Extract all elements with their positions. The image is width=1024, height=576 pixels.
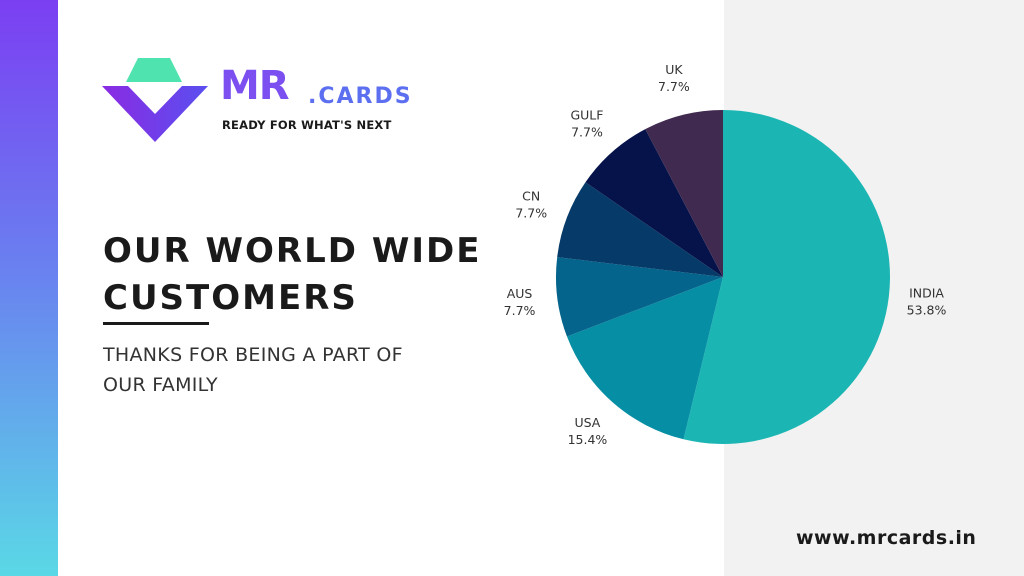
- subtitle: THANKS FOR BEING A PART OF OUR FAMILY: [103, 340, 483, 400]
- pie-label-india: INDIA 53.8%: [907, 285, 947, 317]
- pie-label-name-cn: CN: [522, 189, 540, 204]
- pie-slice-cn: [557, 182, 723, 277]
- pie-label-cn: CN 7.7%: [515, 189, 547, 221]
- pie-label-name-uk: UK: [665, 62, 683, 77]
- pie-label-aus: AUS 7.7%: [504, 286, 536, 318]
- logo-brand-mr: MR: [220, 63, 290, 109]
- pie-label-name-gulf: GULF: [570, 108, 603, 123]
- pie-slice-gulf: [585, 129, 723, 277]
- subtitle-line-2: OUR FAMILY: [103, 374, 218, 396]
- pie-label-gulf: GULF 7.7%: [570, 108, 603, 140]
- logo-emblem-icon: [102, 58, 208, 142]
- subtitle-line-1: THANKS FOR BEING A PART OF: [103, 344, 403, 366]
- pie-label-value-india: 53.8%: [907, 302, 947, 317]
- brand-logo: MR .CARDS READY FOR WHAT'S NEXT: [100, 56, 430, 148]
- website-url: www.mrcards.in: [796, 527, 977, 549]
- pie-label-uk: UK 7.7%: [658, 62, 690, 94]
- pie-label-name-india: INDIA: [909, 285, 944, 300]
- pie-slice-aus: [556, 257, 723, 337]
- pie-label-name-aus: AUS: [507, 286, 533, 301]
- title-line-1: OUR WORLD WIDE: [103, 231, 482, 271]
- pie-slice-usa: [566, 277, 723, 440]
- pie-label-value-cn: 7.7%: [515, 206, 547, 221]
- logo-tagline: READY FOR WHAT'S NEXT: [222, 118, 392, 132]
- left-gradient-bar: [0, 0, 58, 576]
- title-underline: [103, 322, 209, 325]
- pie-slice-uk: [645, 110, 723, 277]
- pie-label-name-usa: USA: [574, 415, 600, 430]
- logo-brand-cards: .CARDS: [308, 84, 413, 109]
- pie-label-value-aus: 7.7%: [504, 303, 536, 318]
- pie-label-value-gulf: 7.7%: [571, 125, 603, 140]
- pie-label-value-uk: 7.7%: [658, 79, 690, 94]
- page-title: OUR WORLD WIDE CUSTOMERS: [103, 228, 523, 322]
- pie-label-value-usa: 15.4%: [568, 432, 608, 447]
- pie-slice-india: [683, 110, 890, 444]
- pie-label-usa: USA 15.4%: [568, 415, 608, 447]
- title-line-2: CUSTOMERS: [103, 278, 358, 318]
